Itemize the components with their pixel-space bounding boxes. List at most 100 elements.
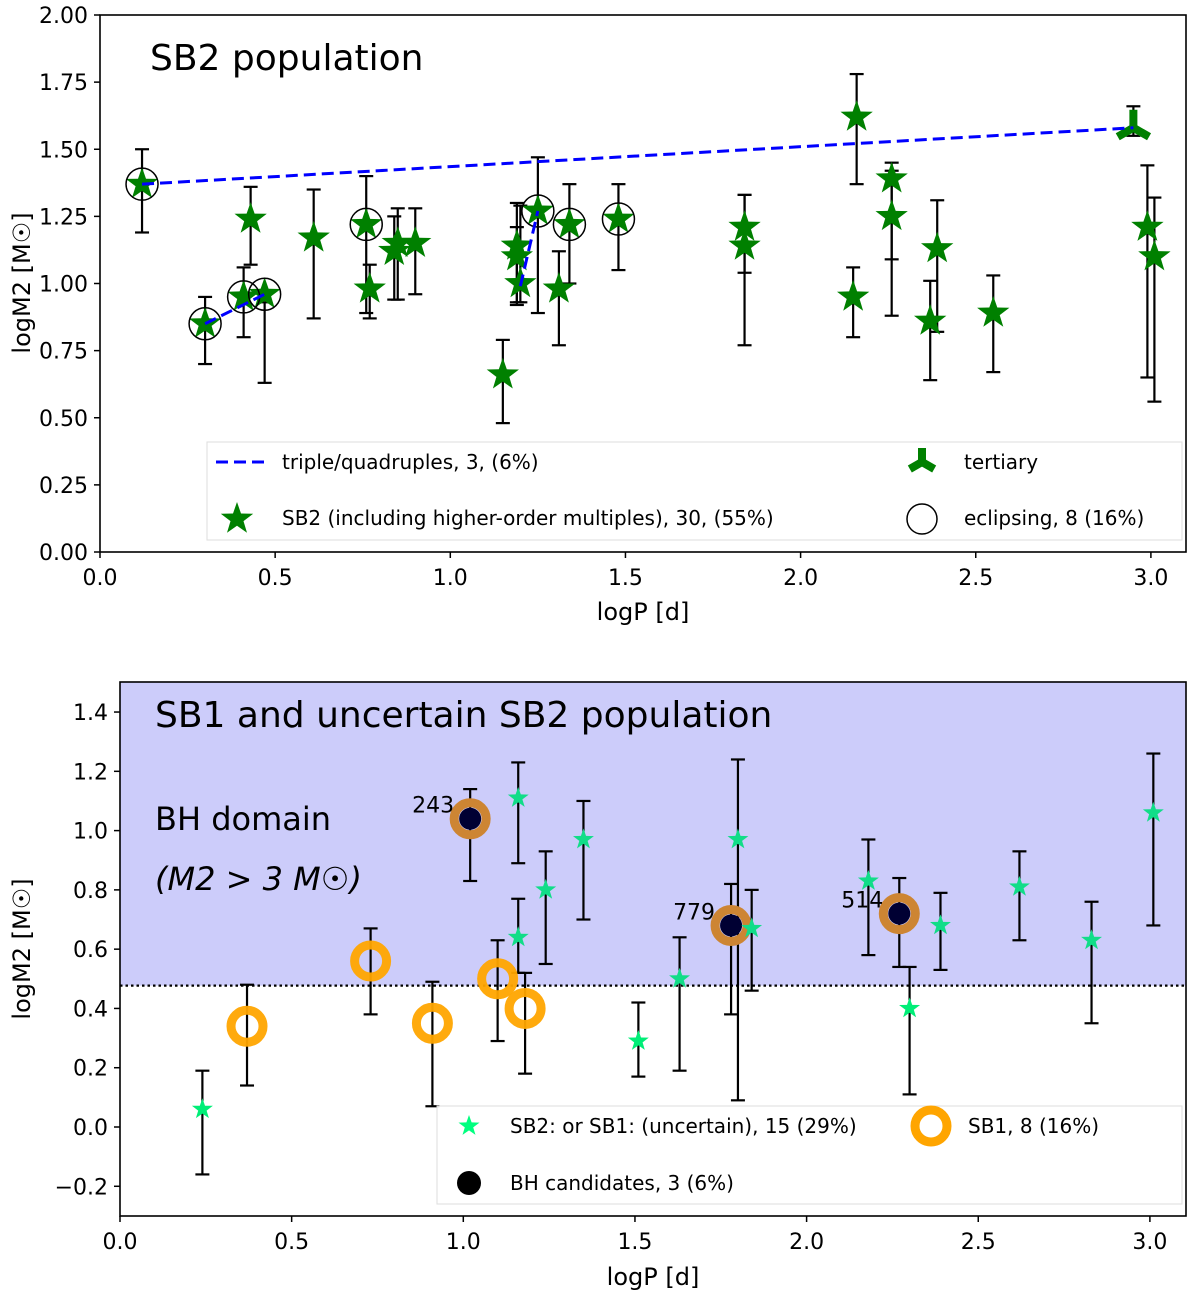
uncertain-star-point	[1081, 929, 1102, 950]
eclipsing-circle	[188, 307, 222, 341]
uncertain-star-point	[857, 870, 879, 890]
y-tick-label: 0.2	[73, 1057, 108, 1082]
uncertain-star-point	[627, 1030, 649, 1050]
legend-star-icon	[220, 502, 254, 533]
uncertain-star-point	[191, 1098, 213, 1119]
sb2-star-point	[553, 207, 586, 239]
uncertain-star-point	[899, 997, 921, 1018]
sb1-ring	[411, 1002, 453, 1044]
x-tick-label: 1.0	[433, 566, 468, 591]
bottom-x-axis-label: logP [d]	[607, 1263, 700, 1291]
y-tick-label: 1.0	[73, 820, 108, 845]
legend-label-sb1: SB1, 8 (16%)	[968, 1114, 1099, 1138]
bh-domain-sublabel: (M2 > 3 M☉)	[155, 860, 362, 898]
y-tick-label: 1.00	[39, 273, 88, 298]
y-tick-label: 2.00	[39, 4, 88, 29]
x-tick-label: 0.5	[274, 1230, 309, 1255]
sb2-star-point	[125, 167, 159, 198]
sb2-star-point	[521, 194, 554, 225]
y-tick-label: 1.25	[39, 205, 88, 230]
tertiary-arm	[920, 458, 937, 473]
legend-filled-circle-icon	[457, 1171, 481, 1195]
top-panel-title: SB2 population	[150, 38, 423, 79]
x-tick-label: 1.5	[617, 1230, 652, 1255]
sb2-star-point	[353, 271, 386, 303]
legend-label-tertiary: tertiary	[964, 450, 1038, 474]
legend-small-star-shape	[458, 1115, 480, 1135]
x-tick-label: 2.5	[961, 1230, 996, 1255]
sb2-star-point	[602, 202, 635, 233]
x-tick-label: 0.0	[83, 566, 118, 591]
legend-tertiary-icon	[907, 448, 937, 473]
tertiary-arm	[1131, 124, 1152, 141]
eclipsing-circle	[125, 167, 159, 201]
eclipsing-circle	[601, 202, 636, 236]
triple-dashed-line	[141, 126, 1134, 186]
bh-domain-region	[120, 682, 1186, 986]
triple-dashed-line	[518, 210, 540, 287]
sb2-star-point	[227, 279, 260, 311]
eclipsing-circle	[349, 207, 383, 242]
legend-label-triple: triple/quadruples, 3, (6%)	[282, 450, 539, 474]
sb2-star-point	[350, 207, 383, 239]
uncertain-star-point	[741, 917, 763, 938]
bottom-legend: SB2: or SB1: (uncertain), 15 (29%) SB1, …	[436, 1105, 1183, 1205]
y-tick-label: 1.75	[39, 71, 88, 96]
sb1-ring	[504, 987, 546, 1029]
x-tick-label: 3.0	[1133, 566, 1168, 591]
bh-domain-label: BH domain	[155, 800, 331, 838]
sb1-ring	[477, 958, 519, 1000]
legend-star-shape	[220, 502, 254, 533]
uncertain-star-point	[930, 914, 951, 935]
y-tick-label: 0.6	[73, 938, 108, 963]
sb2-star-point	[728, 210, 761, 241]
sb2-star-point	[500, 239, 533, 271]
uncertain-star-point	[507, 926, 529, 947]
sb2-star-point	[248, 277, 281, 308]
x-tick-label: 2.0	[783, 566, 818, 591]
top-x-ticks: 0.0 0.5 1.0 1.5 2.0 2.5 3.0	[83, 552, 1168, 591]
bh-candidate-label: 514	[841, 889, 883, 914]
sb2-star-point	[297, 220, 330, 252]
legend-label-eclipsing: eclipsing, 8 (16%)	[964, 506, 1144, 530]
y-tick-label: 0.25	[39, 474, 88, 499]
bh-candidate-label: 243	[412, 794, 454, 819]
top-marks	[125, 72, 1171, 425]
y-tick-label: 1.2	[73, 760, 108, 785]
sb1-ring	[226, 1005, 268, 1047]
top-x-axis-label: logP [d]	[597, 598, 690, 626]
uncertain-star-point	[507, 787, 529, 807]
sb2-star-point	[381, 226, 414, 257]
sb2-star-point	[875, 199, 908, 231]
top-y-axis-label: logM2 [M☉]	[8, 212, 36, 353]
legend-tertiary-shape	[907, 448, 937, 473]
bh-candidate-point	[720, 914, 743, 937]
sb2-star-point	[921, 231, 954, 263]
x-tick-label: 1.5	[608, 566, 643, 591]
bh-candidate-label: 779	[673, 900, 715, 925]
sb2-star-point	[875, 161, 908, 193]
bottom-panel-title: SB1 and uncertain SB2 population	[155, 695, 772, 736]
top-legend: triple/quadruples, 3, (6%) SB2 (includin…	[206, 441, 1183, 541]
x-tick-label: 0.5	[258, 566, 293, 591]
eclipsing-circle	[247, 277, 282, 311]
bottom-marks: 243 779 514	[191, 752, 1164, 1176]
x-tick-label: 0.0	[103, 1230, 138, 1255]
bh-candidate-point	[459, 807, 482, 830]
sb2-star-point	[542, 271, 576, 303]
x-tick-label: 1.0	[446, 1230, 481, 1255]
top-y-ticks: 0.00 0.25 0.50 0.75 1.00 1.25 1.50 1.75 2.00	[39, 4, 100, 566]
y-tick-label: 0.4	[73, 997, 108, 1022]
uncertain-star-point	[669, 967, 690, 988]
uncertain-star-point	[1009, 875, 1030, 896]
y-tick-label: 1.50	[39, 138, 88, 163]
triple-dashed-line	[204, 292, 266, 326]
sb2-star-point	[840, 100, 873, 131]
y-tick-label: 0.50	[39, 407, 88, 432]
uncertain-star-point	[535, 878, 557, 899]
sb2-star-point	[914, 304, 947, 335]
sb1-ring	[350, 940, 392, 982]
legend-label-sb2: SB2 (including higher-order multiples), …	[282, 506, 774, 530]
